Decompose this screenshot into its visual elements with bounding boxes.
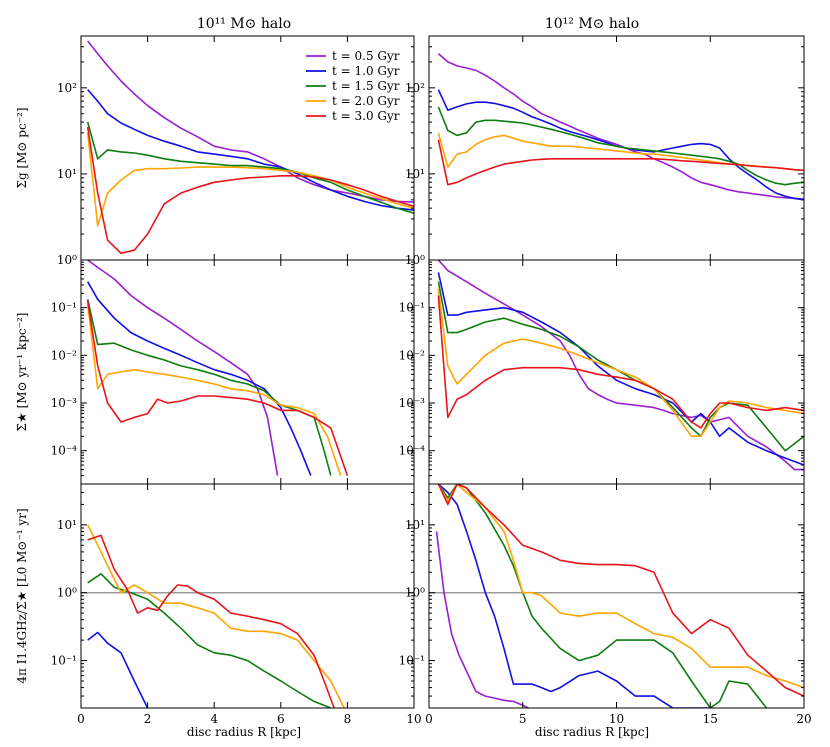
series-line-3.0gyr	[437, 295, 804, 429]
x-tick-label: 0	[77, 712, 85, 726]
plot-area	[437, 53, 804, 201]
y-tick-label: 10⁰	[405, 253, 425, 267]
panel-frame	[428, 35, 805, 261]
xlabel-right: disc radius R [kpc]	[535, 725, 649, 739]
series-line-2.0gyr	[437, 132, 804, 172]
y-tick-label: 10⁻³	[51, 396, 78, 410]
y-tick-label: 10⁻⁴	[399, 444, 426, 458]
plot-area	[86, 40, 414, 254]
col-title-right: 10¹² M⊙ halo	[545, 16, 639, 32]
series-line-1.0gyr	[437, 484, 711, 708]
series-line-1.5gyr	[437, 281, 804, 452]
plot-area	[81, 524, 414, 708]
plot-area	[86, 260, 349, 476]
x-tick-label: 2	[144, 712, 152, 726]
y-tick-label: 10⁻¹	[399, 654, 425, 668]
x-tick-label: 15	[703, 712, 718, 726]
panel-bottom-left: 0 2 4 6 8 10 10⁻¹ 10⁰ 10¹	[51, 483, 422, 726]
x-tick-label: 8	[344, 712, 352, 726]
x-tick-label: 10	[406, 712, 421, 726]
y-tick-label: 10⁰	[405, 586, 425, 600]
y-tick-label: 10¹	[405, 167, 425, 181]
panel-frame	[80, 259, 415, 485]
y-tick-label: 10¹	[57, 518, 77, 532]
panel-bottom-right: 0 5 10 15 20 10⁻¹ 10⁰ 10¹	[399, 483, 812, 726]
y-tick-label: 10⁻¹	[399, 301, 425, 315]
y-tick-label: 10⁻⁴	[51, 444, 78, 458]
series-line-2.0gyr	[437, 288, 804, 438]
plot-area	[429, 484, 804, 708]
x-tick-label: 5	[519, 712, 527, 726]
series-line-0.5gyr	[87, 260, 279, 476]
x-tick-label: 0	[425, 712, 433, 726]
y-tick-label: 10²	[57, 81, 77, 95]
y-tick-label: 10¹	[57, 167, 77, 181]
series-line-0.5gyr	[437, 260, 804, 471]
series-line-1.0gyr	[87, 631, 149, 708]
series-line-0.5gyr	[437, 53, 804, 200]
x-tick-label: 20	[796, 712, 811, 726]
series-line-3.0gyr	[86, 126, 414, 254]
legend-entry: t = 2.0 Gyr	[332, 94, 400, 108]
series-line-1.5gyr	[86, 121, 414, 214]
y-tick-label: 10⁰	[57, 253, 77, 267]
series-line-0.5gyr	[87, 40, 414, 203]
series-line-3.0gyr	[437, 139, 804, 186]
panel-top-right: 10⁰ 10¹ 10²	[405, 35, 805, 267]
legend-entry: t = 1.0 Gyr	[332, 64, 400, 78]
series-line-1.0gyr	[87, 89, 414, 211]
series-line-1.5gyr	[437, 106, 804, 186]
legend-entry: t = 1.5 Gyr	[332, 79, 400, 93]
y-tick-label: 10⁻²	[51, 348, 78, 362]
series-line-0.5gyr	[435, 531, 529, 708]
y-tick-label: 10⁻²	[399, 348, 426, 362]
panel-middle-left: 10⁻⁴ 10⁻³ 10⁻² 10⁻¹	[51, 259, 415, 485]
series-line-2.0gyr	[86, 303, 342, 476]
col-title-left: 10¹¹ M⊙ halo	[197, 16, 291, 32]
xlabel-left: disc radius R [kpc]	[187, 725, 301, 739]
series-line-2.0gyr	[86, 524, 345, 708]
y-tick-label: 10⁰	[57, 586, 77, 600]
ylabel-radio: 4π I1.4GHz/Σ̇★ [L0 M⊙⁻¹ yr]	[15, 508, 29, 683]
series-line-1.0gyr	[87, 281, 312, 476]
series-line-3.0gyr	[437, 484, 804, 697]
series-line-1.5gyr	[437, 484, 768, 708]
series-line-1.5gyr	[87, 572, 332, 708]
x-tick-label: 10	[609, 712, 624, 726]
x-tick-label: 4	[210, 712, 218, 726]
panel-middle-right: 10⁻⁴ 10⁻³ 10⁻² 10⁻¹	[399, 259, 805, 485]
y-tick-label: 10⁻¹	[51, 301, 77, 315]
legend-entry: t = 0.5 Gyr	[332, 49, 400, 63]
x-tick-label: 6	[277, 712, 285, 726]
series-line-2.0gyr	[86, 132, 414, 227]
y-tick-label: 10⁻³	[399, 396, 426, 410]
series-line-3.0gyr	[86, 300, 349, 476]
ylabel-gas: Σg [M⊙ pc⁻²]	[15, 107, 29, 188]
panel-frame	[428, 483, 805, 709]
ylabel-sfr: Σ̇★ [M⊙ yr⁻¹ kpc⁻²]	[15, 313, 29, 432]
series-line-1.0gyr	[437, 89, 804, 201]
y-tick-label: 10¹	[405, 518, 425, 532]
y-tick-label: 10⁻¹	[51, 654, 77, 668]
series-line-1.0gyr	[437, 272, 804, 466]
series-line-3.0gyr	[87, 534, 335, 708]
y-tick-label: 10²	[405, 81, 425, 95]
plot-area	[437, 260, 804, 471]
legend-entry: t = 3.0 Gyr	[332, 109, 400, 123]
